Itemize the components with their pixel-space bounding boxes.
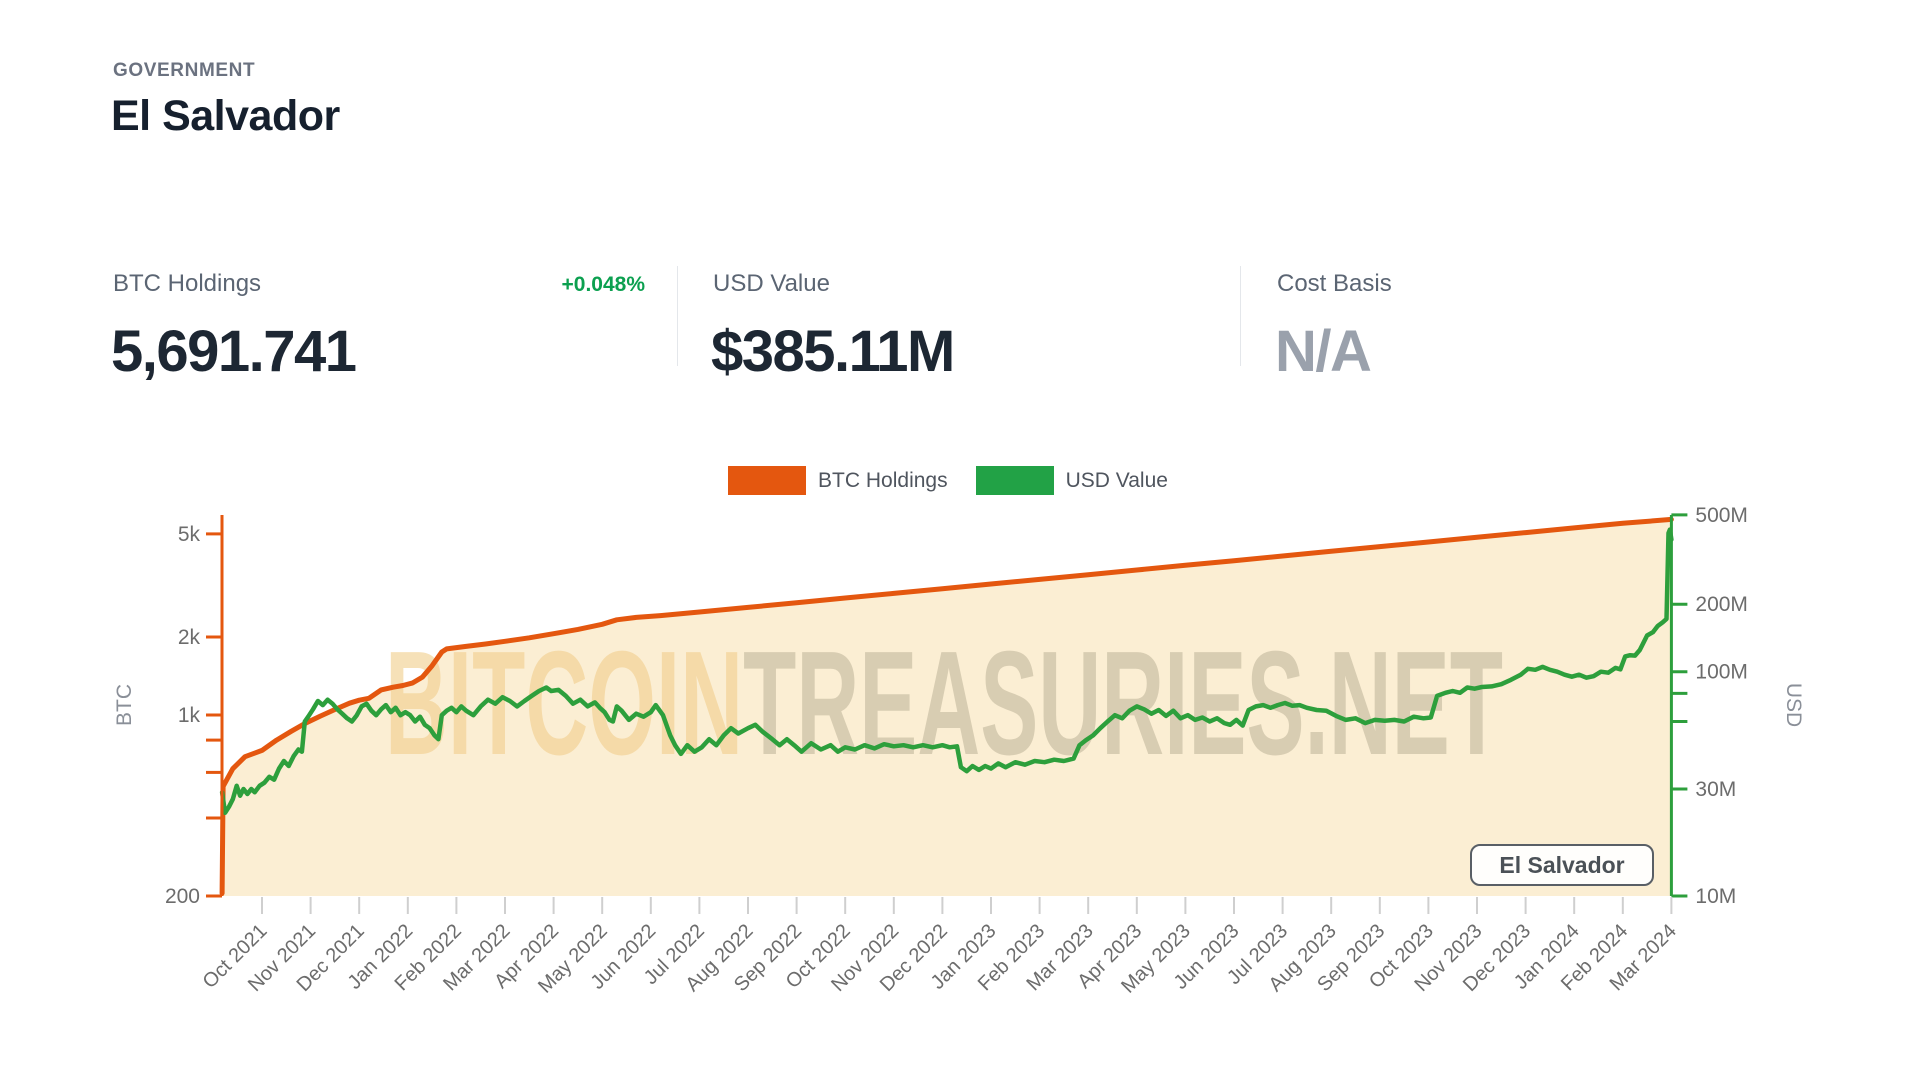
page-title: El Salvador <box>111 92 340 140</box>
svg-text:200: 200 <box>165 885 200 908</box>
watermark: BITCOINTREASURIES.NET <box>385 621 1503 786</box>
cost-basis-value: N/A <box>1275 319 1372 384</box>
btc-holdings-value: 5,691.741 <box>111 319 357 384</box>
btc-series-swatch-icon <box>728 466 807 495</box>
svg-text:El Salvador: El Salvador <box>1499 852 1624 878</box>
usd-value-line[interactable] <box>219 527 1674 816</box>
usd-value-value: $385.11M <box>711 319 955 384</box>
left-axis-btc: 5k 2k 1k 200 BTC <box>113 515 224 908</box>
svg-text:USD: USD <box>1782 683 1805 727</box>
usd-series-swatch-icon <box>975 466 1054 495</box>
svg-text:5k: 5k <box>178 523 201 546</box>
entity-badge: El Salvador <box>1470 844 1654 886</box>
svg-text:10M: 10M <box>1695 885 1736 908</box>
svg-text:1k: 1k <box>178 704 201 727</box>
legend-label-usd: USD Value <box>1065 469 1168 492</box>
btc-holdings-line[interactable] <box>219 516 1674 896</box>
divider <box>677 266 678 366</box>
stats-row: BTC Holdings +0.048% 5,691.741 USD Value… <box>0 0 1920 420</box>
usd-value-label: USD Value <box>713 270 830 297</box>
btc-holdings-change-badge: +0.048% <box>561 273 646 296</box>
right-axis-usd: 500M 200M 100M 30M 10M USD <box>1669 504 1805 908</box>
btc-area-fill <box>222 519 1672 896</box>
svg-text:30M: 30M <box>1695 778 1736 801</box>
category-label: GOVERNMENT <box>113 60 256 81</box>
chart-legend: BTC Holdings USD Value <box>0 466 1908 495</box>
cost-basis-label: Cost Basis <box>1277 270 1392 297</box>
divider <box>1240 266 1241 366</box>
svg-text:2k: 2k <box>178 626 201 649</box>
legend-item-btc-holdings[interactable]: BTC Holdings <box>728 466 948 495</box>
svg-text:500M: 500M <box>1695 504 1748 527</box>
svg-text:200M: 200M <box>1695 593 1748 616</box>
svg-text:100M: 100M <box>1695 661 1748 684</box>
legend-label-btc: BTC Holdings <box>818 469 948 492</box>
legend-item-usd-value[interactable]: USD Value <box>975 466 1168 495</box>
btc-holdings-label: BTC Holdings <box>113 270 262 297</box>
svg-text:BTC: BTC <box>113 684 136 726</box>
